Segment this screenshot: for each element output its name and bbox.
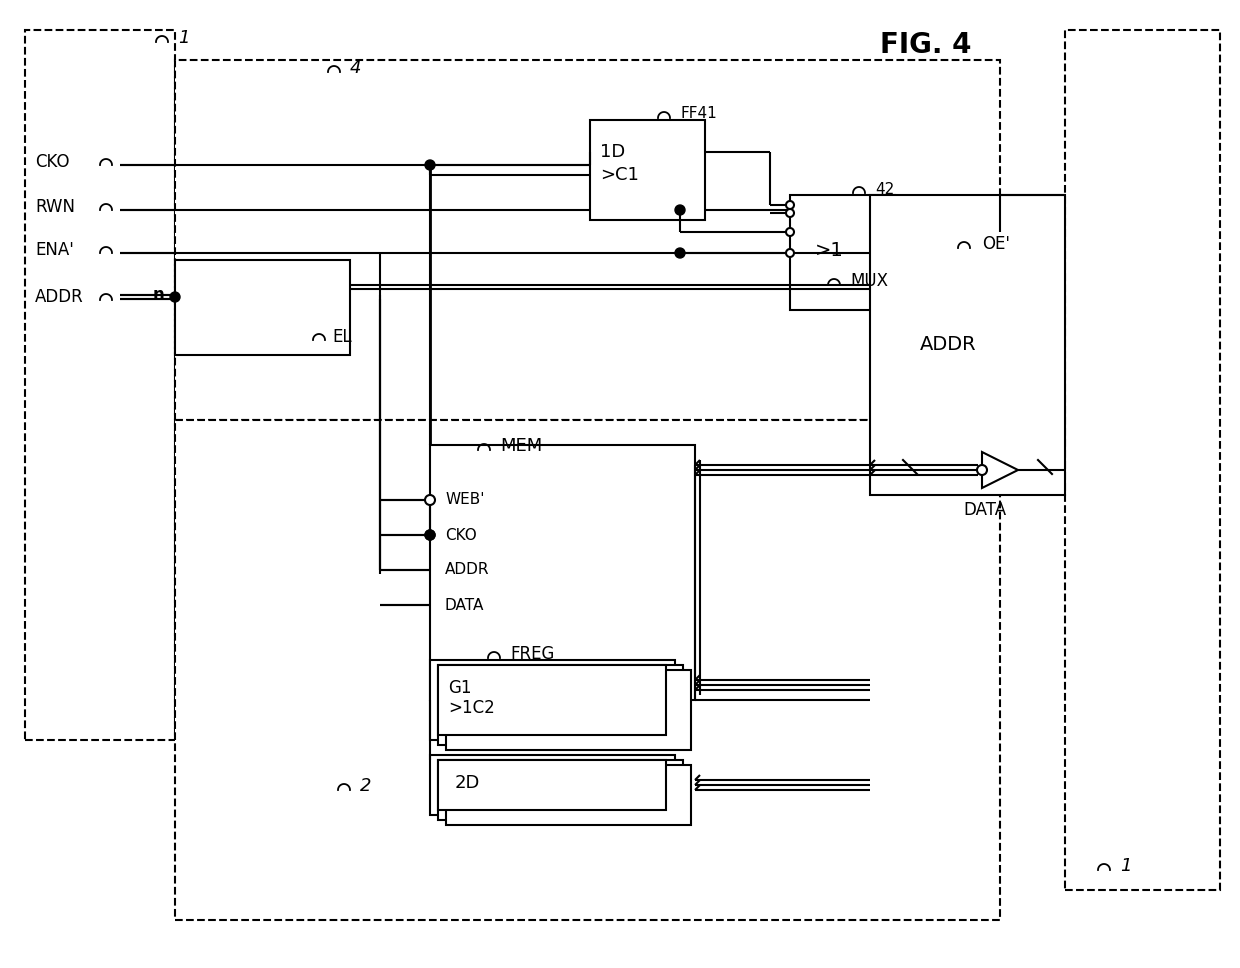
Text: ADDR: ADDR: [920, 336, 977, 354]
Text: 2: 2: [360, 777, 372, 795]
Text: 2D: 2D: [455, 774, 480, 792]
Bar: [438, 665, 683, 745]
Text: EL: EL: [332, 328, 352, 346]
Polygon shape: [982, 452, 1018, 488]
Bar: [175, 420, 999, 920]
Text: MEM: MEM: [500, 437, 542, 455]
Text: 1D: 1D: [600, 143, 625, 161]
Circle shape: [170, 292, 180, 302]
Circle shape: [425, 530, 435, 540]
Circle shape: [786, 228, 794, 236]
Bar: [175, 260, 350, 355]
Bar: [438, 760, 683, 820]
Bar: [25, 30, 175, 740]
Text: >C1: >C1: [600, 166, 639, 184]
Text: 1: 1: [1120, 857, 1131, 875]
Text: CKO: CKO: [445, 528, 476, 542]
Circle shape: [425, 160, 435, 170]
Bar: [438, 760, 666, 810]
Text: MUX: MUX: [849, 272, 888, 290]
Bar: [175, 60, 999, 420]
Text: RWN: RWN: [35, 198, 74, 216]
Bar: [430, 660, 675, 740]
Text: OE': OE': [982, 235, 1011, 253]
Bar: [446, 765, 691, 825]
Bar: [430, 755, 675, 815]
Circle shape: [977, 465, 987, 475]
Text: DATA: DATA: [963, 501, 1007, 519]
Text: WEB': WEB': [445, 493, 485, 507]
Text: ADDR: ADDR: [445, 562, 490, 578]
Text: DATA: DATA: [445, 597, 485, 613]
Circle shape: [425, 495, 435, 505]
Bar: [790, 195, 895, 310]
Text: FF41: FF41: [680, 106, 717, 122]
Bar: [430, 445, 694, 700]
Text: ADDR: ADDR: [35, 288, 84, 306]
Text: n: n: [153, 286, 165, 304]
Circle shape: [675, 205, 684, 215]
Circle shape: [425, 530, 435, 540]
Bar: [1065, 30, 1220, 890]
Text: FIG. 4: FIG. 4: [880, 31, 971, 59]
Text: FREG: FREG: [510, 645, 554, 663]
Text: G1: G1: [448, 679, 471, 697]
Circle shape: [675, 248, 684, 258]
Circle shape: [786, 201, 794, 209]
Circle shape: [786, 249, 794, 257]
Text: CKO: CKO: [35, 153, 69, 171]
Bar: [446, 670, 691, 750]
Bar: [438, 665, 666, 735]
Text: 1: 1: [179, 29, 190, 47]
Text: 4: 4: [350, 59, 362, 77]
Text: ENA': ENA': [35, 241, 74, 259]
Circle shape: [786, 209, 794, 217]
Bar: [870, 195, 1065, 495]
Text: >1: >1: [815, 240, 843, 259]
Text: 42: 42: [875, 182, 894, 197]
Text: >1C2: >1C2: [448, 699, 495, 717]
Bar: [590, 120, 706, 220]
